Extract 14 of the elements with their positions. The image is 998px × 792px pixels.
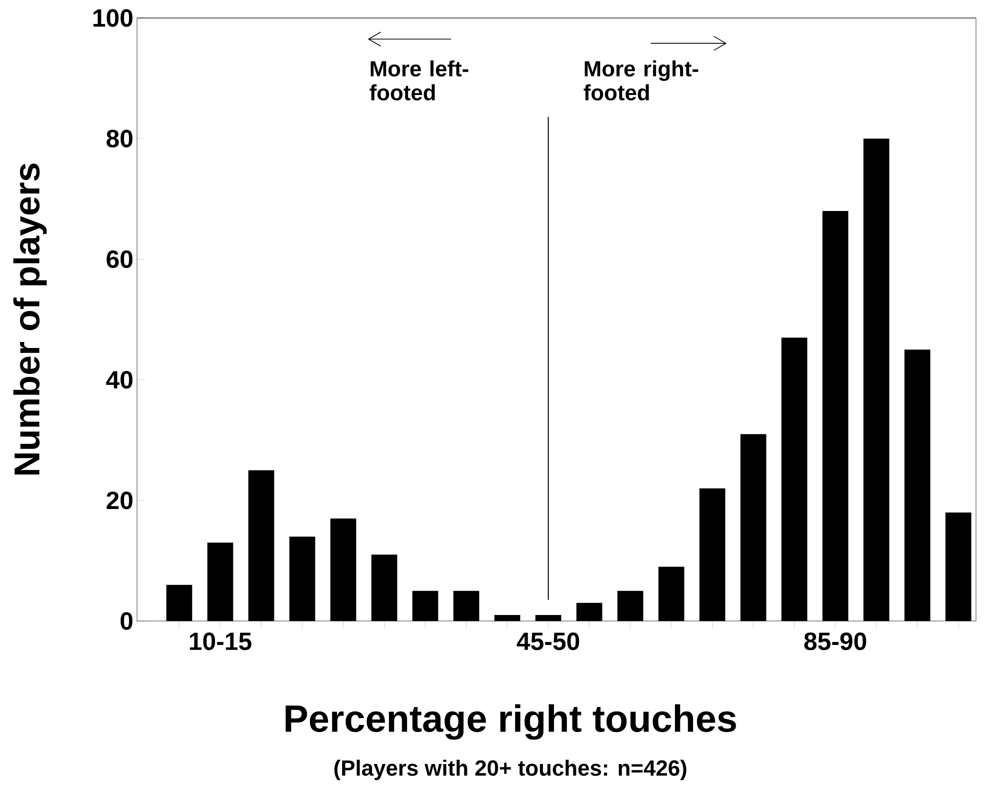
y-axis-title: Number of players [13,164,47,475]
annotation: More left-footed [370,60,468,100]
y-tick-label: 40 [106,370,132,389]
y-tick-label: 80 [106,130,132,148]
y-tick-label: 0 [120,612,132,630]
x-axis-title: Percentage right touches [286,704,736,740]
x-tick-label: 85-90 [804,632,866,650]
y-tick-label: 20 [106,492,132,510]
annotation: More right-footed [584,60,698,100]
y-tick-label: 100 [93,9,132,27]
text: (Players with 20+ touches: n=426) [334,760,686,780]
x-tick-label: 45-50 [516,632,580,650]
x-tick-label: 10-15 [190,632,252,650]
y-tick-label: 60 [106,250,132,268]
